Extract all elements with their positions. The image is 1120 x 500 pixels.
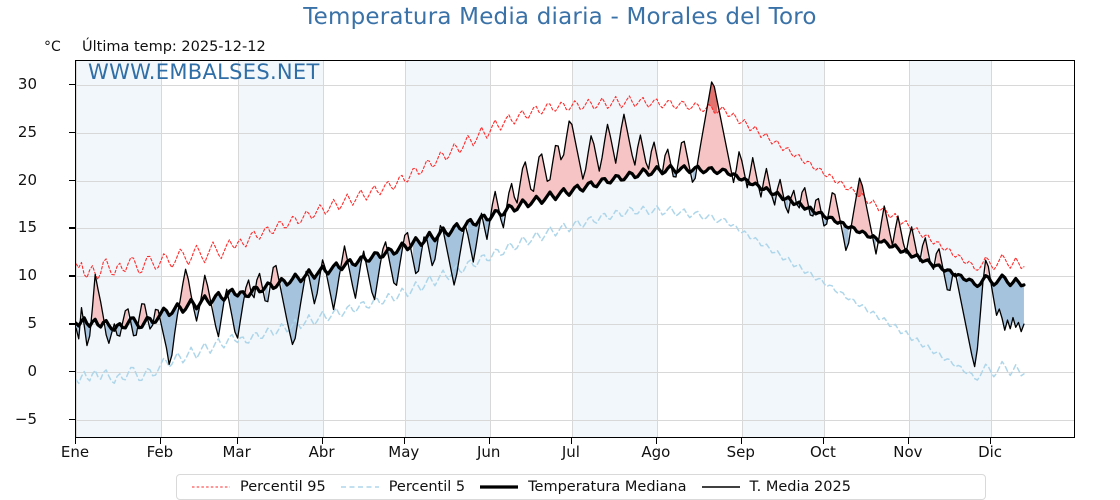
x-tick-mark <box>740 438 743 444</box>
x-tick-label: Feb <box>146 443 174 461</box>
y-tick-label: 30 <box>17 74 37 93</box>
x-tick-mark <box>822 438 825 444</box>
y-tick-mark <box>69 371 75 373</box>
x-tick-mark <box>159 438 162 444</box>
legend-label: Percentil 5 <box>388 479 466 495</box>
gridlines <box>76 61 1074 437</box>
legend-label: Temperatura Mediana <box>528 479 687 495</box>
legend-swatch-1-icon <box>191 480 231 494</box>
legend-item[interactable]: Percentil 5 <box>326 475 465 499</box>
legend-item[interactable]: T. Media 2025 <box>687 475 851 499</box>
x-tick-label: Jul <box>561 443 580 461</box>
y-tick-label: 25 <box>17 122 37 141</box>
y-tick-mark <box>69 179 75 181</box>
x-tick-label: Nov <box>893 443 923 461</box>
chart-legend: Percentil 95 Percentil 5 Temperatura Media… <box>176 474 986 500</box>
x-tick-label: Jun <box>476 443 501 461</box>
x-tick-mark <box>403 438 406 444</box>
x-tick-mark <box>570 438 573 444</box>
y-tick-mark <box>69 275 75 277</box>
x-tick-label: Ago <box>641 443 671 461</box>
x-tick-mark <box>488 438 491 444</box>
y-tick-label: 20 <box>17 170 37 189</box>
y-tick-label: 5 <box>27 314 37 333</box>
y-tick-label: −5 <box>14 409 37 428</box>
legend-label: Percentil 95 <box>240 479 326 495</box>
legend-label: T. Media 2025 <box>749 479 851 495</box>
legend-item[interactable]: Percentil 95 <box>177 475 326 499</box>
x-tick-label: Dic <box>978 443 1003 461</box>
last-temp-subtitle: Última temp: 2025-12-12 <box>82 39 266 55</box>
legend-swatch-2-icon <box>340 480 380 494</box>
legend-item[interactable]: Temperatura Mediana <box>465 475 687 499</box>
watermark: WWW.EMBALSES.NET <box>88 60 320 84</box>
x-tick-mark <box>655 438 658 444</box>
y-tick-label: 15 <box>17 218 37 237</box>
y-tick-mark <box>69 227 75 229</box>
x-tick-label: Oct <box>809 443 836 461</box>
x-tick-label: Mar <box>222 443 251 461</box>
y-axis-unit-label: °C <box>44 39 61 55</box>
x-tick-mark <box>321 438 323 444</box>
legend-swatch-3-icon <box>479 480 519 494</box>
page-title: Temperatura Media diaria - Morales del T… <box>303 4 817 30</box>
x-tick-label: Ene <box>60 443 90 461</box>
x-tick-mark <box>75 438 77 444</box>
x-tick-label: May <box>388 443 420 461</box>
x-tick-mark <box>990 438 992 444</box>
y-tick-label: 0 <box>27 362 37 380</box>
legend-swatch-4-icon <box>701 480 741 494</box>
x-tick-label: Sep <box>726 443 755 461</box>
y-tick-mark <box>69 418 75 421</box>
x-tick-mark <box>236 438 239 444</box>
x-tick-mark <box>907 438 910 444</box>
temperature-chart <box>76 81 1026 385</box>
y-tick-label: 10 <box>17 266 37 285</box>
plot-area <box>75 60 1075 438</box>
y-tick-mark <box>69 131 75 134</box>
y-tick-mark <box>69 323 75 325</box>
y-tick-mark <box>69 83 75 86</box>
x-tick-label: Abr <box>308 443 335 461</box>
